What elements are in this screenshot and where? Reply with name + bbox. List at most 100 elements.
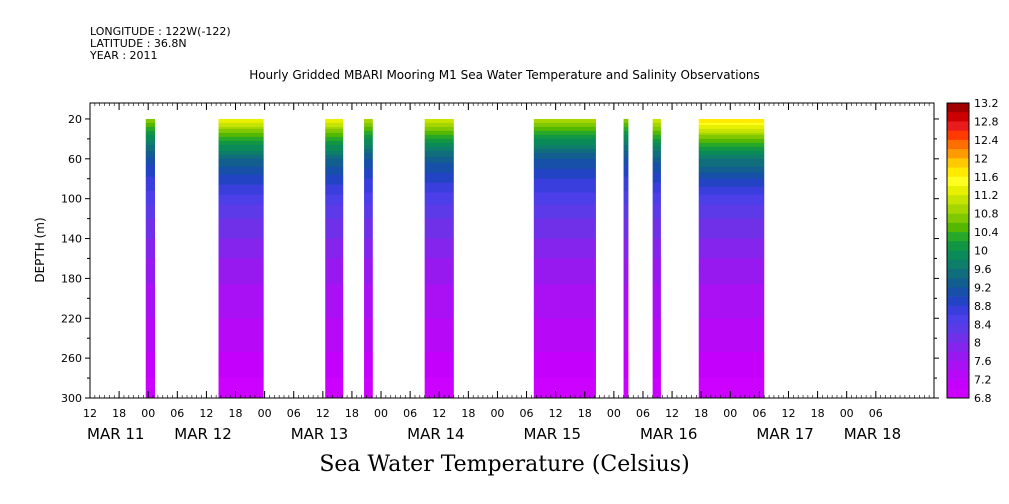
year-label: YEAR : 2011: [90, 49, 158, 62]
colorbar-swatch: [947, 315, 969, 325]
x-tick-label: 06: [869, 407, 883, 420]
x-tick-label: 12: [781, 407, 795, 420]
y-tick-label: 20: [68, 113, 82, 126]
colorbar-swatch: [947, 379, 969, 390]
colorbar-swatch: [947, 259, 969, 270]
x-tick-label: 12: [199, 407, 213, 420]
data-segment: [652, 118, 661, 399]
data-segment: [145, 118, 155, 399]
data-segment: [533, 118, 596, 399]
x-date-label: MAR 18: [844, 425, 901, 443]
x-date-label: MAR 11: [87, 425, 144, 443]
colorbar-label: 8: [974, 337, 981, 350]
longitude-label: LONGITUDE : 122W(-122): [90, 25, 231, 38]
x-tick-label: 06: [752, 407, 766, 420]
x-tick-label: 06: [520, 407, 534, 420]
colorbar-swatch: [947, 296, 969, 307]
y-tick-label: 260: [61, 352, 82, 365]
colorbar-swatch: [947, 195, 969, 205]
colorbar-swatch: [947, 103, 969, 113]
x-date-label: MAR 12: [174, 425, 231, 443]
data-segment: [364, 118, 373, 399]
x-tick-label: 00: [607, 407, 621, 420]
data-segment: [623, 118, 629, 399]
x-tick-label: 18: [578, 407, 592, 420]
x-tick-label: 18: [345, 407, 359, 420]
latitude-label: LATITUDE : 36.8N: [90, 37, 187, 50]
y-axis-label: DEPTH (m): [33, 217, 47, 282]
colorbar-swatch: [947, 278, 969, 288]
y-tick-label: 60: [68, 153, 82, 166]
colorbar-label: 12: [974, 152, 988, 165]
x-tick-label: 06: [636, 407, 650, 420]
colorbar-swatch: [947, 388, 969, 399]
x-tick-label: 06: [170, 407, 184, 420]
colorbar-swatch: [947, 287, 969, 297]
colorbar-swatch: [947, 213, 969, 224]
x-tick-label: 18: [694, 407, 708, 420]
x-tick-label: 00: [141, 407, 155, 420]
x-tick-label: 18: [811, 407, 825, 420]
colorbar-swatch: [947, 342, 969, 353]
x-tick-label: 00: [840, 407, 854, 420]
x-tick-label: 06: [403, 407, 417, 420]
colorbar-swatch: [947, 361, 969, 371]
colorbar-swatch: [947, 305, 969, 316]
y-tick-label: 220: [61, 312, 82, 325]
x-tick-label: 06: [287, 407, 301, 420]
colorbar-swatch: [947, 149, 969, 159]
x-date-label: MAR 15: [524, 425, 581, 443]
x-tick-label: 12: [549, 407, 563, 420]
colorbar-swatch: [947, 112, 969, 122]
x-tick-label: 00: [258, 407, 272, 420]
x-tick-label: 18: [229, 407, 243, 420]
y-tick-label: 300: [61, 392, 82, 405]
x-tick-label: 12: [432, 407, 446, 420]
colorbar-swatch: [947, 333, 969, 343]
x-date-label: MAR 14: [407, 425, 464, 443]
x-tick-label: 12: [316, 407, 330, 420]
colorbar-swatch: [947, 232, 969, 242]
colorbar-frame: [946, 102, 970, 399]
x-date-label: MAR 16: [640, 425, 697, 443]
colorbar-swatch: [947, 268, 969, 279]
x-date-label: MAR 17: [756, 425, 813, 443]
colorbar-label: 12.4: [974, 134, 999, 147]
data-segment: [218, 118, 264, 399]
colorbar-swatch: [947, 204, 969, 214]
colorbar-label: 8.4: [974, 318, 992, 331]
colorbar-label: 10.4: [974, 226, 999, 239]
x-tick-label: 00: [723, 407, 737, 420]
colorbar-swatch: [947, 121, 969, 131]
data-segment: [698, 118, 765, 399]
colorbar-swatch: [947, 185, 969, 196]
colorbar-label: 13.2: [974, 97, 999, 110]
y-tick-label: 180: [61, 272, 82, 285]
colorbar-label: 9.2: [974, 281, 992, 294]
colorbar-swatch: [947, 324, 969, 334]
data-segment: [424, 118, 454, 399]
colorbar-label: 11.6: [974, 171, 999, 184]
x-tick-label: 12: [83, 407, 97, 420]
colorbar-swatch: [947, 222, 969, 233]
colorbar-label: 10: [974, 245, 988, 258]
x-tick-label: 18: [112, 407, 126, 420]
x-tick-label: 00: [374, 407, 388, 420]
colorbar-label: 12.8: [974, 115, 999, 128]
y-tick-label: 100: [61, 193, 82, 206]
colorbar: 13.2 12.8 12.4 12 11.6 11.2 10.8 10.4 10 9.6 9.2 8.…: [946, 97, 999, 405]
plot-frame: [89, 102, 935, 399]
colorbar-swatch: [947, 241, 969, 251]
colorbar-swatch: [947, 139, 969, 150]
colorbar-caption: Sea Water Temperature (Celsius): [319, 452, 690, 477]
data-layer: [145, 118, 765, 399]
colorbar-label: 11.2: [974, 189, 999, 202]
chart-title: Hourly Gridded MBARI Mooring M1 Sea Wate…: [249, 68, 760, 82]
x-date-label: MAR 13: [291, 425, 348, 443]
colorbar-swatch: [947, 167, 969, 178]
colorbar-swatch: [947, 158, 969, 168]
colorbar-label: 10.8: [974, 208, 999, 221]
x-tick-label: 18: [461, 407, 475, 420]
